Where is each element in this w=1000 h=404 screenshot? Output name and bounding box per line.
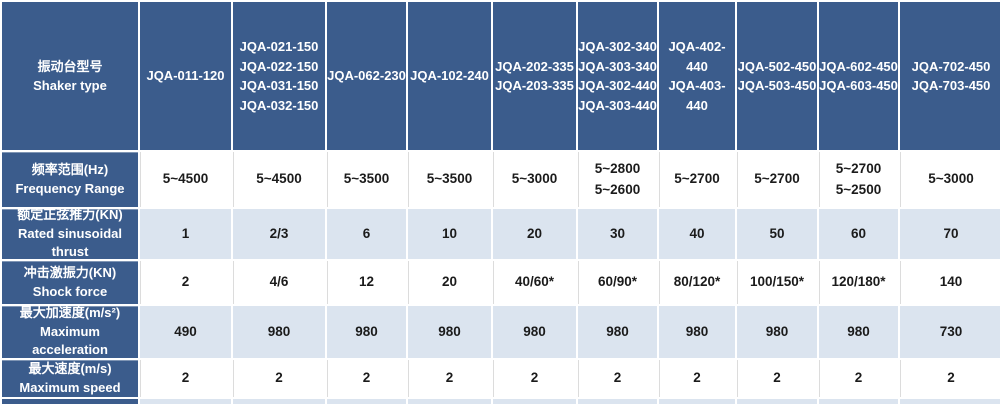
table-cell: 40 — [659, 209, 735, 259]
table-cell: 980 — [737, 306, 817, 358]
table-cell: 980 — [233, 306, 325, 358]
table-cell: 980 — [659, 306, 735, 358]
table-cell: 12 — [327, 261, 406, 304]
table-cell: 50 — [737, 209, 817, 259]
table-cell-partial — [408, 399, 491, 404]
table-cell: 730 — [900, 306, 1000, 358]
table-cell: 30 — [578, 209, 657, 259]
row-header-rated-sinusoidal-thrust: 额定正弦推力(KN) Rated sinusoidal thrust — [2, 209, 138, 259]
table-cell: 980 — [327, 306, 406, 358]
table-cell: 2 — [900, 360, 1000, 397]
table-cell: 5~3500 — [327, 152, 406, 207]
column-header-jqa-102: JQA-102-240 — [408, 2, 491, 150]
table-cell-partial — [233, 399, 325, 404]
column-header-jqa-062: JQA-062-230 — [327, 2, 406, 150]
table-cell: 2 — [327, 360, 406, 397]
table-cell: 10 — [408, 209, 491, 259]
table-cell-partial — [737, 399, 817, 404]
table-cell: 6 — [327, 209, 406, 259]
table-cell: 20 — [493, 209, 576, 259]
table-cell: 140 — [900, 261, 1000, 304]
table-cell: 5~4500 — [140, 152, 231, 207]
row-header-maximum-acceleration: 最大加速度(m/s²) Maximum acceleration — [2, 306, 138, 358]
row-header-maximum-speed: 最大速度(m/s) Maximum speed — [2, 360, 138, 397]
table-cell: 5~2700 5~2500 — [819, 152, 898, 207]
table-cell: 2 — [493, 360, 576, 397]
table-cell: 5~3000 — [900, 152, 1000, 207]
table-cell-partial — [659, 399, 735, 404]
column-header-jqa-702-group: JQA-702-450 JQA-703-450 — [900, 2, 1000, 150]
table-cell: 980 — [408, 306, 491, 358]
table-cell: 2 — [737, 360, 817, 397]
table-cell: 20 — [408, 261, 491, 304]
table-cell: 4/6 — [233, 261, 325, 304]
table-cell: 980 — [819, 306, 898, 358]
table-cell: 5~2800 5~2600 — [578, 152, 657, 207]
table-cell: 5~4500 — [233, 152, 325, 207]
table-cell-partial — [327, 399, 406, 404]
table-cell: 2 — [819, 360, 898, 397]
table-cell: 5~3000 — [493, 152, 576, 207]
table-cell: 2 — [659, 360, 735, 397]
table-cell: 5~3500 — [408, 152, 491, 207]
column-header-jqa-011: JQA-011-120 — [140, 2, 231, 150]
table-cell: 980 — [578, 306, 657, 358]
table-cell: 490 — [140, 306, 231, 358]
column-header-jqa-302-group: JQA-302-340 JQA-303-340 JQA-302-440 JQA-… — [578, 2, 657, 150]
table-cell: 980 — [493, 306, 576, 358]
table-cell: 2 — [140, 261, 231, 304]
table-cell: 5~2700 — [737, 152, 817, 207]
row-header-partial — [2, 399, 138, 404]
table-cell: 5~2700 — [659, 152, 735, 207]
table-cell: 2 — [578, 360, 657, 397]
table-cell-partial — [140, 399, 231, 404]
table-cell: 60/90* — [578, 261, 657, 304]
table-cell-partial — [900, 399, 1000, 404]
table-cell: 1 — [140, 209, 231, 259]
table-cell: 2 — [233, 360, 325, 397]
table-cell-partial — [819, 399, 898, 404]
table-cell: 2 — [140, 360, 231, 397]
table-cell: 80/120* — [659, 261, 735, 304]
corner-header-shaker-type: 振动台型号 Shaker type — [2, 2, 138, 150]
table-cell: 100/150* — [737, 261, 817, 304]
table-cell: 60 — [819, 209, 898, 259]
table-cell: 2 — [408, 360, 491, 397]
table-cell: 70 — [900, 209, 1000, 259]
table-cell: 2/3 — [233, 209, 325, 259]
column-header-jqa-202-group: JQA-202-335 JQA-203-335 — [493, 2, 576, 150]
table-cell: 120/180* — [819, 261, 898, 304]
column-header-jqa-502-group: JQA-502-450 JQA-503-450 — [737, 2, 817, 150]
table-cell: 40/60* — [493, 261, 576, 304]
column-header-jqa-021-group: JQA-021-150 JQA-022-150 JQA-031-150 JQA-… — [233, 2, 325, 150]
row-header-shock-force: 冲击激振力(KN) Shock force — [2, 261, 138, 304]
column-header-jqa-402-group: JQA-402-440 JQA-403-440 — [659, 2, 735, 150]
table-cell-partial — [493, 399, 576, 404]
row-header-frequency-range: 频率范围(Hz) Frequency Range — [2, 152, 138, 207]
table-cell-partial — [578, 399, 657, 404]
column-header-jqa-602-group: JQA-602-450 JQA-603-450 — [819, 2, 898, 150]
